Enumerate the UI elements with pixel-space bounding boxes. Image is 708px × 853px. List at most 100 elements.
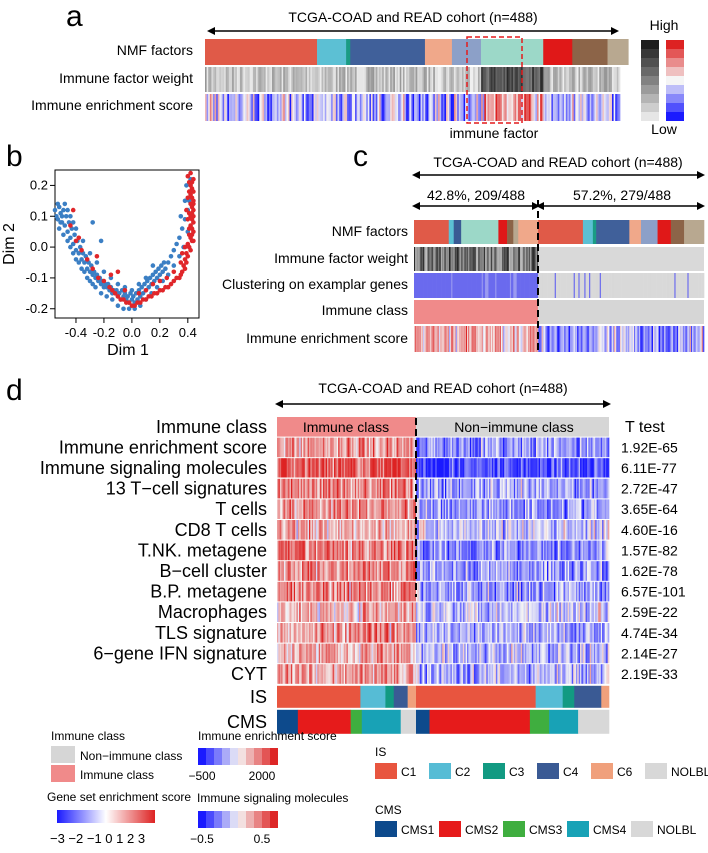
heat-cell — [592, 499, 595, 519]
weight-stripe — [407, 67, 410, 92]
heat-cell — [329, 561, 332, 581]
heat-cell — [353, 478, 356, 499]
heat-cell — [487, 581, 490, 602]
heat-cell — [535, 623, 538, 643]
heat-cell — [424, 540, 426, 561]
heat-cell — [604, 561, 607, 581]
heat-cell — [442, 643, 444, 664]
heat-cell — [467, 437, 469, 458]
heat-cell — [603, 499, 606, 519]
heat-cell — [302, 581, 304, 602]
heat-cell — [444, 623, 447, 643]
heat-cell — [347, 458, 350, 478]
weight-stripe — [531, 247, 533, 271]
heat-cell — [582, 623, 585, 643]
ies-stripe — [337, 94, 340, 121]
heat-cell — [397, 602, 400, 622]
heat-cell — [381, 520, 383, 540]
ies-stripe — [479, 326, 481, 352]
heat-cell — [533, 623, 535, 643]
heat-cell — [353, 520, 356, 540]
heat-cell — [520, 664, 523, 684]
ies-stripe — [430, 94, 433, 121]
heat-cell — [296, 643, 299, 664]
heat-cell — [467, 561, 469, 581]
heat-cell — [549, 664, 552, 684]
heat-cell — [333, 664, 336, 684]
heat-cell — [478, 664, 480, 684]
weight-stripe — [477, 67, 480, 92]
ies-stripe — [472, 326, 475, 352]
weight-stripe — [318, 67, 321, 92]
heat-cell — [520, 623, 523, 643]
heat-cell — [537, 581, 540, 602]
heat-cell — [340, 520, 343, 540]
heat-cell — [321, 520, 324, 540]
heat-cell — [551, 478, 553, 499]
heat-cell — [553, 623, 556, 643]
heat-cell — [342, 643, 345, 664]
cluster-stripe — [435, 273, 437, 298]
heat-cell — [318, 458, 321, 478]
heat-cell — [322, 499, 325, 519]
heat-cell — [327, 540, 329, 561]
weight-stripe — [288, 67, 290, 92]
heat-cell — [520, 478, 523, 499]
ies-stripe — [567, 94, 570, 121]
heat-cell — [331, 623, 333, 643]
heat-cell — [567, 664, 570, 684]
heat-cell — [379, 520, 382, 540]
heat-cell — [313, 623, 315, 643]
heat-cell — [571, 520, 574, 540]
heat-cell — [407, 540, 410, 561]
weight-stripe — [532, 67, 535, 92]
row-label-d: B.P. metagene — [150, 582, 267, 602]
cluster-stripe — [636, 273, 638, 298]
heat-cell — [435, 643, 438, 664]
cluster-stripe — [525, 273, 528, 298]
heat-cell — [476, 520, 479, 540]
heat-cell — [361, 540, 364, 561]
weight-stripe — [612, 67, 614, 92]
heat-cell — [595, 643, 597, 664]
heat-cell — [562, 458, 564, 478]
heat-cell — [413, 602, 415, 622]
heat-cell — [420, 540, 422, 561]
heat-cell — [493, 643, 495, 664]
heat-cell — [321, 437, 324, 458]
heat-cell — [324, 602, 326, 622]
heat-cell — [453, 478, 455, 499]
heat-cell — [385, 643, 388, 664]
heat-cell — [299, 478, 301, 499]
heat-cell — [293, 499, 296, 519]
heat-cell — [541, 520, 544, 540]
legend-cms-swatch-cms4 — [567, 821, 589, 837]
weight-stripe — [575, 67, 578, 92]
heat-cell — [553, 520, 556, 540]
heat-cell — [421, 561, 424, 581]
weight-stripe — [259, 67, 262, 92]
heat-cell — [497, 478, 500, 499]
cluster-stripe — [634, 273, 636, 298]
heat-cell — [487, 437, 490, 458]
heat-cell — [555, 437, 557, 458]
weight-stripe — [501, 67, 504, 92]
cluster-stripe — [471, 273, 474, 298]
ies-stripe — [693, 326, 695, 352]
ies-stripe — [467, 326, 469, 352]
heat-cell — [310, 561, 313, 581]
weight-stripe — [432, 247, 434, 271]
heat-cell — [573, 561, 575, 581]
weight-stripe — [251, 67, 254, 92]
heat-cell — [388, 602, 390, 622]
heat-cell — [418, 664, 421, 684]
heat-cell — [286, 581, 289, 602]
cluster-stripe — [480, 273, 483, 298]
heat-cell — [486, 437, 489, 458]
heat-cell — [406, 520, 409, 540]
heat-cell — [566, 623, 568, 643]
heat-cell — [310, 623, 313, 643]
heat-cell — [483, 643, 486, 664]
heat-cell — [553, 581, 556, 602]
heat-cell — [297, 602, 300, 622]
